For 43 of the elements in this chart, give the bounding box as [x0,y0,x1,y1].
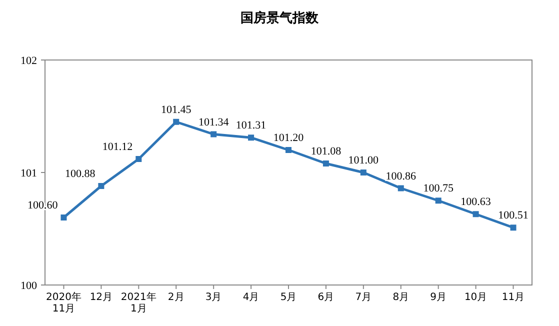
data-label: 100.88 [64,168,96,180]
chart-title: 国房景气指数 [240,10,320,26]
data-label: 101.12 [102,141,133,153]
x-tick-label: 2020年 11月 [46,291,82,314]
data-label: 101.20 [273,132,304,144]
point [360,170,366,176]
x-tick-label: 2月 [168,292,184,303]
data-label: 100.86 [386,170,417,182]
x-tick-label: 2021年 1月 [120,291,156,314]
y-tick-label: 101 [20,168,37,180]
x-tick-label: 7月 [355,292,372,303]
data-label: 100.63 [460,196,492,208]
data-label: 100.60 [27,200,58,212]
data-label: 100.75 [423,182,454,195]
point [286,147,292,153]
point [248,134,254,141]
x-tick-label: 12月 [90,292,113,303]
point [210,131,217,138]
point [173,118,180,125]
point [98,183,104,189]
y-tick-label: 102 [20,55,37,67]
y-tick-label: 100 [20,280,38,292]
x-tick-label: 10月 [464,292,488,303]
data-label: 101.00 [348,154,380,166]
data-label: 101.34 [198,116,230,128]
x-tick-label: 5月 [280,292,297,303]
data-label: 101.08 [310,146,342,158]
x-tick-label: 6月 [318,292,334,303]
x-tick-label: 3月 [205,292,222,303]
x-tick-label: 11月 [502,292,525,303]
point [398,185,404,192]
x-tick-label: 9月 [430,292,447,303]
data-label: 100.51 [498,210,528,222]
point [435,198,442,204]
point [136,156,142,162]
x-tick-label: 8月 [392,292,410,303]
x-tick-label: 4月 [242,292,260,303]
point [322,160,329,166]
data-label: 101.31 [236,120,266,132]
point [60,214,67,220]
data-label: 101.45 [160,104,192,116]
point [510,224,516,231]
point [472,211,479,218]
